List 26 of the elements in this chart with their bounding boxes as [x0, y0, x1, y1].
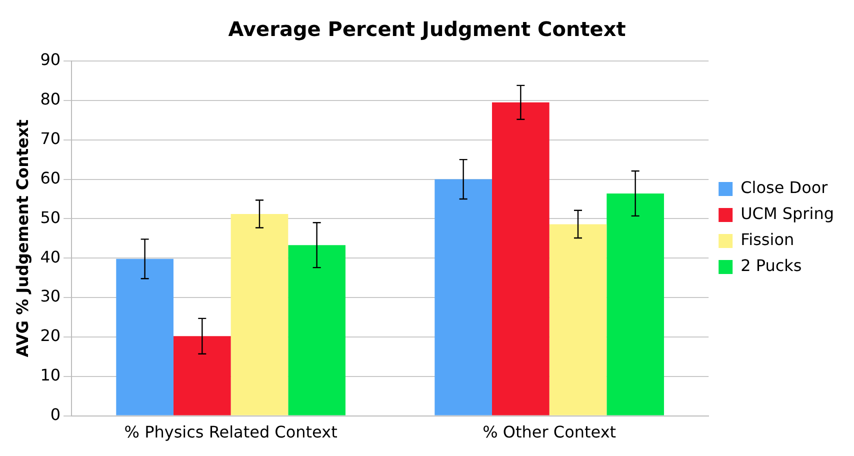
y-tick-label: 40 — [40, 247, 61, 266]
bar — [492, 102, 550, 416]
legend-label: Fission — [740, 230, 794, 250]
y-tick-label: 0 — [50, 404, 61, 424]
y-tick-label: 10 — [40, 366, 61, 385]
y-tick-label: 80 — [40, 90, 61, 109]
bar — [434, 179, 492, 416]
legend-label: Close Door — [740, 178, 828, 198]
y-tick-label: 90 — [40, 50, 61, 70]
y-tick-label: 50 — [40, 208, 61, 227]
chart-title: Average Percent Judgment Context — [228, 17, 626, 42]
bar — [230, 214, 288, 416]
bar — [116, 258, 174, 416]
bar — [549, 224, 607, 416]
legend-label: 2 Pucks — [740, 256, 802, 276]
y-tick-label: 60 — [40, 168, 61, 188]
bar — [606, 193, 664, 416]
x-tick-label: % Physics Related Context — [124, 422, 338, 442]
y-tick-label: 70 — [40, 129, 61, 148]
x-tick-label: % Other Context — [482, 422, 616, 442]
y-tick-label: 20 — [40, 326, 61, 346]
bar — [288, 245, 346, 416]
y-tick-label: 30 — [40, 286, 61, 306]
bar — [173, 336, 231, 416]
y-axis-title: AVG % Judgement Context — [12, 119, 32, 358]
legend-label: UCM Spring — [740, 204, 834, 224]
